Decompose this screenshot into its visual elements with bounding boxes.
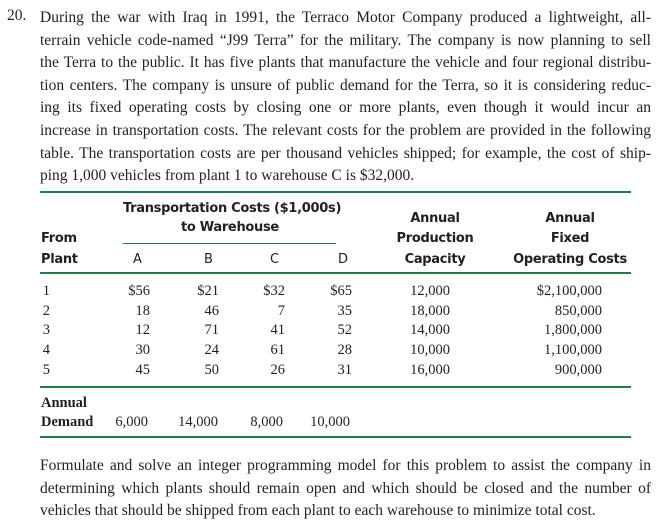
task-line: determining which plants should remain o…	[40, 479, 651, 497]
from-label: From	[41, 231, 77, 246]
demand-b: 14,000	[178, 414, 218, 430]
transport-cost: 12	[135, 322, 151, 339]
transport-cost: 26	[270, 361, 286, 378]
problem-number: 20.	[7, 7, 27, 24]
transport-cost: 31	[337, 361, 353, 378]
fixed-cost-value: 1,800,000	[544, 322, 602, 339]
transport-cost: $56	[128, 283, 150, 299]
capacity-value: 10,000	[410, 342, 450, 359]
demand-a: 6,000	[115, 414, 148, 430]
plant-label: Plant	[41, 252, 78, 267]
transport-cost: 45	[135, 361, 151, 378]
plant-number: 5	[42, 361, 50, 378]
problem-intro: During the war with Iraq in 1991, the Te…	[40, 7, 651, 188]
transport-header: Transportation Costs ($1,000s)	[123, 201, 342, 216]
warehouse-a: A	[133, 252, 142, 267]
table-bottom-rule	[40, 436, 631, 438]
warehouse-d: D	[338, 252, 348, 267]
plant-number: 1	[42, 283, 50, 299]
capacity-value: 12,000	[410, 283, 450, 299]
transport-cost: 7	[277, 302, 285, 319]
table-top-rule	[40, 191, 631, 193]
transport-header-rule	[123, 243, 336, 244]
transport-cost: 35	[337, 302, 353, 319]
capacity-header-3: Capacity	[404, 252, 466, 267]
body-bottom-rule	[40, 386, 631, 388]
transport-cost: 28	[337, 342, 353, 359]
intro-line: ping 1,000 vehicles from plant 1 to ware…	[40, 167, 415, 185]
transport-cost: 18	[135, 302, 151, 319]
transport-cost: 24	[204, 342, 220, 359]
intro-line: During the war with Iraq in 1991, the Te…	[40, 9, 651, 26]
capacity-value: 16,000	[410, 361, 450, 378]
fixed-cost-value: 900,000	[554, 361, 602, 378]
transport-cost: 61	[270, 342, 286, 359]
demand-d: 10,000	[310, 414, 350, 430]
intro-line: ing its fixed operating costs by closing…	[40, 99, 651, 117]
demand-label-1: Annual	[41, 395, 87, 411]
transport-cost: $21	[197, 283, 219, 299]
task-line: vehicles that should be shipped from eac…	[40, 502, 596, 520]
capacity-header-2: Production	[396, 231, 474, 246]
intro-line: table. The transportation costs are per …	[40, 144, 651, 162]
warehouse-b: B	[204, 252, 213, 267]
transport-cost: $65	[330, 283, 352, 299]
transport-subheader: to Warehouse	[181, 220, 279, 235]
plant-number: 3	[42, 322, 50, 339]
task-line: Formulate and solve an integer programmi…	[40, 457, 651, 474]
transport-cost: 52	[337, 322, 353, 339]
capacity-value: 14,000	[410, 322, 450, 339]
intro-line: increase in transportation costs. The re…	[40, 121, 651, 139]
demand-label-2: Demand	[41, 414, 94, 430]
transport-cost: $32	[263, 283, 285, 299]
plant-number: 4	[42, 342, 50, 359]
transport-cost: 41	[270, 322, 286, 339]
fixed-header-1: Annual	[545, 211, 595, 226]
capacity-header-1: Annual	[410, 211, 460, 226]
fixed-cost-value: 850,000	[554, 302, 602, 319]
fixed-cost-value: $2,100,000	[536, 283, 602, 299]
intro-line: tion centers. The company is unsure of p…	[40, 76, 651, 94]
transport-cost: 71	[204, 322, 220, 339]
fixed-header-3: Operating Costs	[513, 252, 627, 267]
warehouse-c: C	[270, 252, 279, 267]
transport-cost: 30	[135, 342, 151, 359]
header-rule	[40, 272, 631, 274]
intro-line: terrain vehicle code-named “J99 Terra” f…	[40, 31, 651, 49]
transport-cost: 46	[204, 302, 220, 319]
transport-cost: 50	[204, 361, 220, 378]
problem-task: Formulate and solve an integer programmi…	[40, 455, 651, 523]
plant-number: 2	[42, 302, 50, 319]
demand-c: 8,000	[250, 414, 283, 430]
capacity-value: 18,000	[410, 302, 450, 319]
intro-line: the Terra to the public. It has five pla…	[40, 54, 651, 72]
fixed-header-2: Fixed	[550, 231, 590, 246]
fixed-cost-value: 1,100,000	[544, 342, 602, 359]
